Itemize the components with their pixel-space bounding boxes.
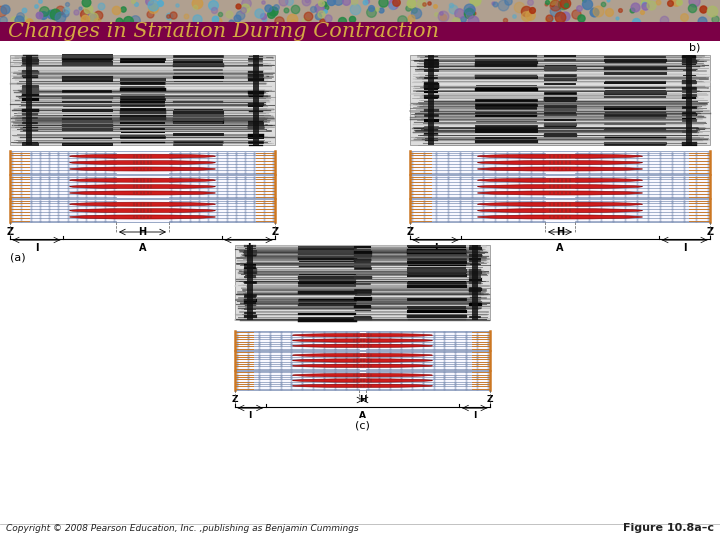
Bar xyxy=(253,55,259,145)
Bar xyxy=(10,175,275,198)
Ellipse shape xyxy=(292,364,433,368)
Bar xyxy=(247,245,253,320)
Text: A: A xyxy=(557,243,564,253)
Ellipse shape xyxy=(477,160,642,165)
Bar xyxy=(410,151,710,174)
Ellipse shape xyxy=(292,354,433,357)
Text: Z: Z xyxy=(232,395,238,404)
Ellipse shape xyxy=(70,178,215,183)
Bar xyxy=(410,55,710,145)
Ellipse shape xyxy=(70,202,215,206)
Bar xyxy=(0,0,720,22)
Bar xyxy=(428,55,434,145)
Text: A: A xyxy=(359,411,366,420)
Bar xyxy=(472,245,477,320)
Ellipse shape xyxy=(477,191,642,195)
Text: I: I xyxy=(473,411,477,420)
Text: b): b) xyxy=(688,43,700,53)
Bar xyxy=(235,331,490,350)
Ellipse shape xyxy=(477,178,642,183)
Text: I: I xyxy=(433,243,437,253)
Ellipse shape xyxy=(292,359,433,362)
Ellipse shape xyxy=(477,215,642,219)
Text: (a): (a) xyxy=(10,252,26,262)
Text: Changes in Striation During Contraction: Changes in Striation During Contraction xyxy=(8,22,439,41)
Ellipse shape xyxy=(70,215,215,219)
Text: Z: Z xyxy=(406,227,413,237)
Ellipse shape xyxy=(292,344,433,348)
Bar xyxy=(0,22,720,41)
Ellipse shape xyxy=(292,384,433,388)
Text: A: A xyxy=(139,243,146,253)
Ellipse shape xyxy=(70,185,215,188)
Bar xyxy=(410,199,710,222)
Ellipse shape xyxy=(292,339,433,342)
Text: Z: Z xyxy=(271,227,279,237)
Bar xyxy=(25,55,32,145)
Text: Z: Z xyxy=(706,227,714,237)
Ellipse shape xyxy=(70,154,215,158)
Bar xyxy=(10,55,275,145)
Text: H: H xyxy=(359,395,366,404)
Bar xyxy=(10,151,275,174)
Text: Copyright © 2008 Pearson Education, Inc. ,publishing as Benjamin Cummings: Copyright © 2008 Pearson Education, Inc.… xyxy=(6,524,359,533)
Ellipse shape xyxy=(477,167,642,171)
Text: H: H xyxy=(138,227,147,237)
Bar xyxy=(235,245,490,320)
Ellipse shape xyxy=(70,167,215,171)
Text: Z: Z xyxy=(6,227,14,237)
Text: Figure 10.8a–c: Figure 10.8a–c xyxy=(623,523,714,533)
Bar xyxy=(686,55,692,145)
Ellipse shape xyxy=(477,154,642,158)
Text: I: I xyxy=(248,411,252,420)
Ellipse shape xyxy=(70,160,215,165)
Text: Z: Z xyxy=(487,395,493,404)
Ellipse shape xyxy=(292,334,433,337)
Ellipse shape xyxy=(477,208,642,213)
Bar xyxy=(235,351,490,370)
Ellipse shape xyxy=(292,374,433,377)
Bar xyxy=(10,199,275,222)
Text: I: I xyxy=(35,243,38,253)
Ellipse shape xyxy=(70,208,215,213)
Bar xyxy=(410,175,710,198)
Text: I: I xyxy=(683,243,686,253)
Ellipse shape xyxy=(292,379,433,382)
Text: (c): (c) xyxy=(355,420,370,430)
Ellipse shape xyxy=(477,185,642,188)
Ellipse shape xyxy=(70,191,215,195)
Text: H: H xyxy=(556,227,564,237)
Text: I: I xyxy=(247,243,251,253)
Ellipse shape xyxy=(477,202,642,206)
Bar xyxy=(235,371,490,390)
